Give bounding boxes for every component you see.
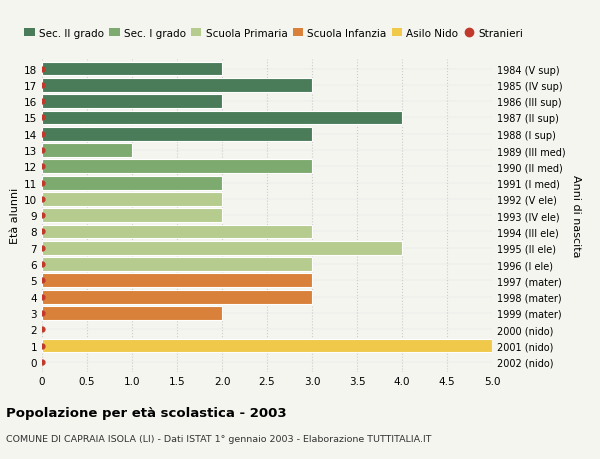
Bar (42, 193, 222, 207)
Bar (42, 290, 312, 304)
Bar (42, 176, 222, 190)
Bar (42, 79, 312, 93)
Legend: Sec. II grado, Sec. I grado, Scuola Primaria, Scuola Infanzia, Asilo Nido, Stran: Sec. II grado, Sec. I grado, Scuola Prim… (20, 24, 527, 43)
Bar (42, 257, 312, 271)
Bar (42, 128, 312, 141)
Text: Popolazione per età scolastica - 2003: Popolazione per età scolastica - 2003 (6, 406, 287, 419)
Bar (42, 241, 402, 255)
Bar (42, 274, 312, 288)
Bar (42, 144, 132, 157)
Bar (42, 306, 222, 320)
Bar (42, 62, 222, 76)
Bar (42, 225, 312, 239)
Bar (42, 111, 402, 125)
Bar (42, 160, 312, 174)
Bar (42, 95, 222, 109)
Text: COMUNE DI CAPRAIA ISOLA (LI) - Dati ISTAT 1° gennaio 2003 - Elaborazione TUTTITA: COMUNE DI CAPRAIA ISOLA (LI) - Dati ISTA… (6, 434, 431, 443)
Bar (42, 339, 492, 353)
Bar (42, 209, 222, 223)
Y-axis label: Età alunni: Età alunni (10, 188, 20, 244)
Y-axis label: Anni di nascita: Anni di nascita (571, 174, 581, 257)
